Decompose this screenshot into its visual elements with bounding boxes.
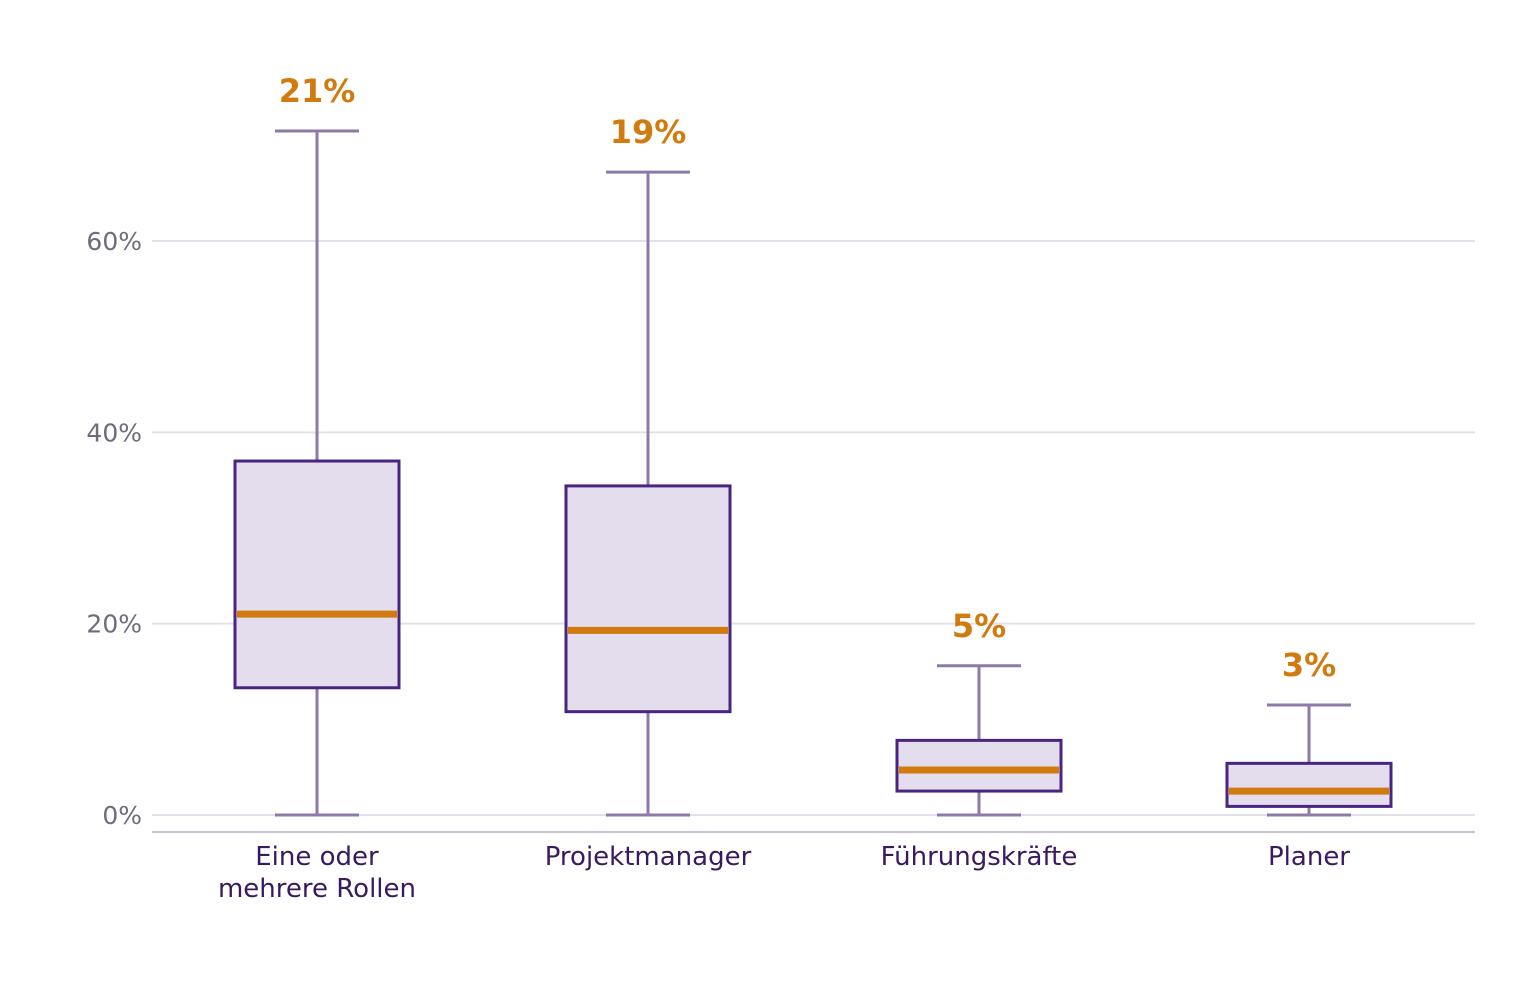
y-tick-label: 40% bbox=[86, 418, 142, 447]
median-value-label: 3% bbox=[1282, 646, 1336, 684]
median-value-label: 19% bbox=[610, 113, 687, 151]
y-tick-label: 20% bbox=[86, 610, 142, 639]
iqr-box bbox=[1225, 761, 1393, 808]
x-category-label-line: Eine oder bbox=[255, 842, 379, 872]
iqr-box bbox=[564, 484, 732, 714]
median-value-label: 21% bbox=[279, 72, 356, 110]
median-value-label: 5% bbox=[952, 607, 1006, 645]
x-category-label: Planer bbox=[1268, 842, 1350, 872]
x-category-label-line: Projektmanager bbox=[545, 842, 752, 872]
y-tick-label: 60% bbox=[86, 227, 142, 256]
iqr-box bbox=[895, 738, 1063, 793]
x-category-label-line: Planer bbox=[1268, 842, 1350, 872]
axis-layer: 0% 20% 40% 60% bbox=[86, 227, 1475, 833]
y-tick-label: 0% bbox=[102, 801, 142, 830]
x-category-label: Eine oder mehrere Rollen bbox=[218, 842, 416, 904]
x-category-label-line: Führungskräfte bbox=[881, 842, 1078, 872]
x-category-label: Führungskräfte bbox=[881, 842, 1078, 872]
iqr-box bbox=[233, 459, 401, 690]
x-category-label: Projektmanager bbox=[545, 842, 752, 872]
label-layer: 21% Eine oder mehrere Rollen 19% Projektmana… bbox=[218, 72, 1350, 904]
box-layer bbox=[233, 129, 1393, 817]
x-category-label-line: mehrere Rollen bbox=[218, 874, 416, 904]
